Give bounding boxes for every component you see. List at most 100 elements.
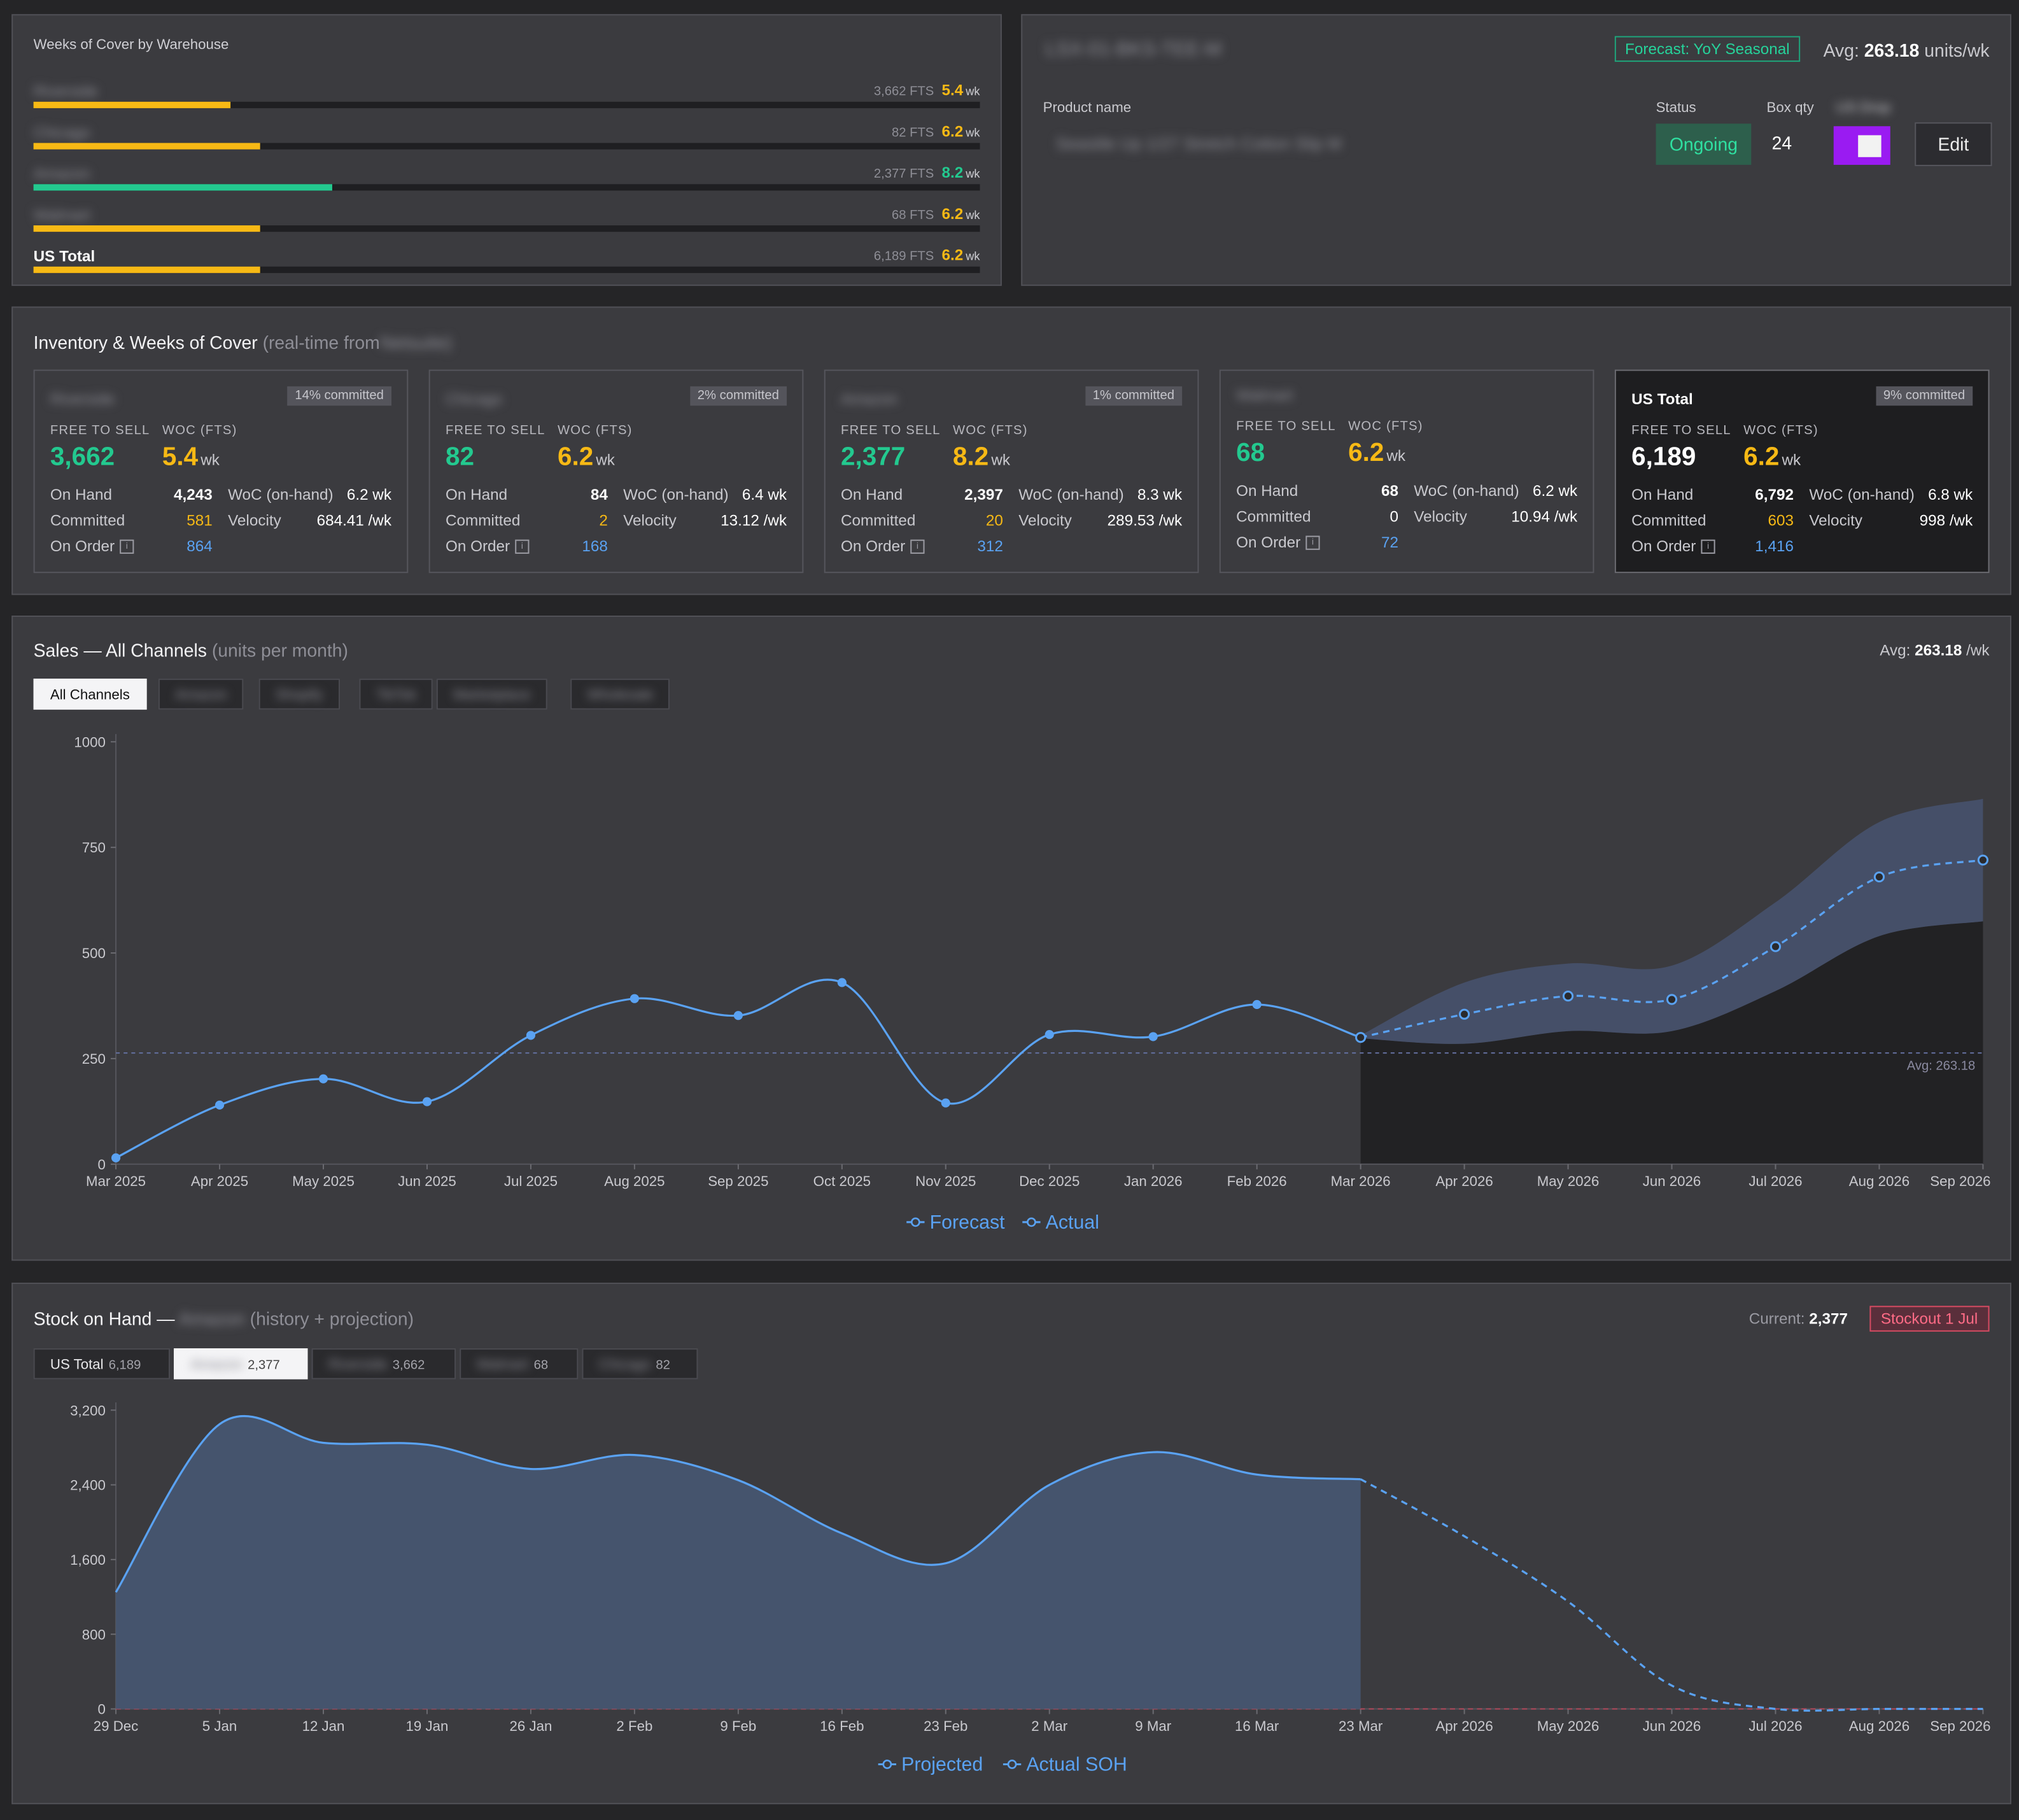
stock-location-tab[interactable]: Amazon 2,377 <box>174 1348 308 1379</box>
metric-label: On Order i <box>841 537 925 555</box>
legend-label[interactable]: Actual <box>1046 1212 1099 1233</box>
x-tick-label: Aug 2026 <box>1849 1718 1910 1734</box>
info-icon[interactable]: i <box>1305 536 1320 551</box>
sales-channel-tab[interactable]: TikTok <box>359 679 433 710</box>
x-tick-label: Dec 2025 <box>1019 1173 1080 1189</box>
actual-point[interactable] <box>837 978 847 987</box>
legend-label[interactable]: Actual SOH <box>1026 1754 1127 1775</box>
info-icon[interactable]: i <box>910 540 925 554</box>
status-select[interactable]: Ongoing <box>1656 123 1752 165</box>
metric-label-text: On Hand <box>50 485 113 504</box>
product-panel: LSX-01-BKS-TEE-M Forecast: YoY Seasonal … <box>1021 14 2011 286</box>
forecast-point[interactable] <box>1873 871 1885 883</box>
status-label: Status <box>1656 100 1696 116</box>
forecast-point[interactable] <box>1562 991 1574 1002</box>
metric-value: 864 <box>186 537 213 555</box>
woc-row-fts: 2,377 FTS <box>873 167 934 182</box>
y-tick-label: 2,400 <box>70 1478 106 1493</box>
product-name-value: Seastile Up 1/27 Stretch Cotton Slip M <box>1055 134 1342 153</box>
inventory-card[interactable]: Riverside 14% committed FREE TO SELL WOC (F… <box>33 369 409 574</box>
metric-value: 4,243 <box>174 485 213 504</box>
inventory-title-text: Inventory & Weeks of Cover <box>33 332 258 353</box>
committed-badge: 2% committed <box>689 386 787 406</box>
stock-location-tab[interactable]: US Total 6,189 <box>33 1348 171 1379</box>
inventory-card[interactable]: Walmart FREE TO SELL WOC (FTS) 68 6.2 wk On Ha… <box>1219 369 1594 574</box>
info-icon[interactable]: i <box>120 540 134 554</box>
x-tick-label: Nov 2025 <box>915 1173 976 1189</box>
actual-point[interactable] <box>630 994 639 1003</box>
y-tick-label: 250 <box>82 1051 106 1067</box>
forecast-point[interactable] <box>1769 941 1782 952</box>
actual-point[interactable] <box>318 1074 328 1083</box>
forecast-point[interactable] <box>1355 1032 1367 1043</box>
metric-label: On Hand <box>446 486 507 504</box>
woc-row-woc: 6.2 <box>941 204 964 223</box>
sales-channel-tab[interactable]: All Channels <box>33 679 147 710</box>
forecast-point[interactable] <box>1666 994 1678 1005</box>
x-tick-label: 26 Jan <box>510 1718 552 1734</box>
stock-title-location: Amazon <box>178 1308 245 1329</box>
metric-value: 2,397 <box>964 485 1003 504</box>
x-tick-label: Sep 2026 <box>1930 1173 1990 1189</box>
fts-value: 6,189 <box>1631 442 1696 472</box>
actual-point[interactable] <box>526 1031 536 1040</box>
sales-channel-tab-label: All Channels <box>50 688 130 703</box>
actual-point[interactable] <box>941 1098 950 1108</box>
forecast-point[interactable] <box>1977 854 1989 866</box>
fts-value: 68 <box>1236 439 1265 468</box>
inventory-card[interactable]: US Total 9% committed FREE TO SELL WOC (FTS… <box>1614 369 1990 574</box>
stock-location-tab[interactable]: Walmart 68 <box>460 1348 579 1379</box>
woc-row-unit: wk <box>966 126 980 139</box>
metric-label-text: On Hand <box>1631 485 1694 504</box>
inventory-subtitle: (real-time from <box>262 332 380 353</box>
metric-value: 6,792 <box>1755 485 1794 504</box>
x-tick-label: 19 Jan <box>406 1718 449 1734</box>
toggle-switch[interactable] <box>1833 126 1890 165</box>
stock-location-tab[interactable]: Chicago 82 <box>582 1348 698 1379</box>
sales-channel-tab[interactable]: Wholesale <box>570 679 670 710</box>
metric-value: 20 <box>985 511 1003 530</box>
sales-channel-tab[interactable]: Marketplace <box>436 679 547 710</box>
box-qty-value[interactable]: 24 <box>1771 132 1792 153</box>
stock-legend: Projected Actual SOH <box>878 1754 1127 1775</box>
info-icon[interactable]: i <box>515 540 530 554</box>
product-avg-unit: units/wk <box>1924 39 1990 61</box>
woc-row: Walmart 68 FTS 6.2 wk <box>33 204 980 234</box>
forecast-point[interactable] <box>1459 1008 1470 1020</box>
actual-point[interactable] <box>733 1011 743 1020</box>
inventory-card-name: Chicago <box>445 390 503 409</box>
stock-location-tab[interactable]: Riverside 3,662 <box>311 1348 456 1379</box>
x-tick-label: May 2026 <box>1537 1173 1600 1189</box>
info-icon[interactable]: i <box>1701 540 1715 554</box>
metric-value-right: 10.94 /wk <box>1511 507 1578 526</box>
inventory-card[interactable]: Amazon 1% committed FREE TO SELL WOC (FTS) 2… <box>824 369 1199 574</box>
actual-point[interactable] <box>1045 1030 1054 1040</box>
stock-location-tab-count: 2,377 <box>248 1358 280 1373</box>
sales-channel-tab[interactable]: Amazon <box>158 679 244 710</box>
actual-point[interactable] <box>1148 1032 1158 1041</box>
product-avg-label: Avg: <box>1823 39 1859 61</box>
x-tick-label: Sep 2026 <box>1930 1718 1990 1734</box>
inventory-card[interactable]: Chicago 2% committed FREE TO SELL WOC (FTS)… <box>428 369 804 574</box>
sales-channel-tab[interactable]: Shopify <box>258 679 340 710</box>
legend-label[interactable]: Forecast <box>930 1212 1006 1233</box>
forecast-method-badge: Forecast: YoY Seasonal <box>1614 36 1800 62</box>
actual-point[interactable] <box>422 1097 432 1106</box>
metric-label-right: WoC (on-hand) <box>228 485 334 504</box>
sales-legend: Forecast Actual <box>906 1212 1099 1233</box>
stock-location-tab-label: Chicago <box>598 1357 651 1373</box>
legend-label[interactable]: Projected <box>901 1754 983 1775</box>
forecast-confidence-band <box>1360 798 1983 1044</box>
woc-unit: wk <box>1386 446 1406 465</box>
metric-label: On Order i <box>446 537 530 555</box>
edit-button[interactable]: Edit <box>1915 122 1992 166</box>
fts-value: 82 <box>445 442 474 472</box>
x-tick-label: May 2026 <box>1537 1718 1600 1734</box>
actual-point[interactable] <box>1252 999 1262 1010</box>
stock-location-tab-count: 6,189 <box>108 1358 141 1373</box>
x-tick-label: 16 Mar <box>1235 1718 1279 1734</box>
actual-point[interactable] <box>215 1100 225 1110</box>
metric-label-text: Committed <box>1631 511 1706 530</box>
actual-point[interactable] <box>111 1153 121 1162</box>
woc-bar-fill <box>33 143 260 150</box>
